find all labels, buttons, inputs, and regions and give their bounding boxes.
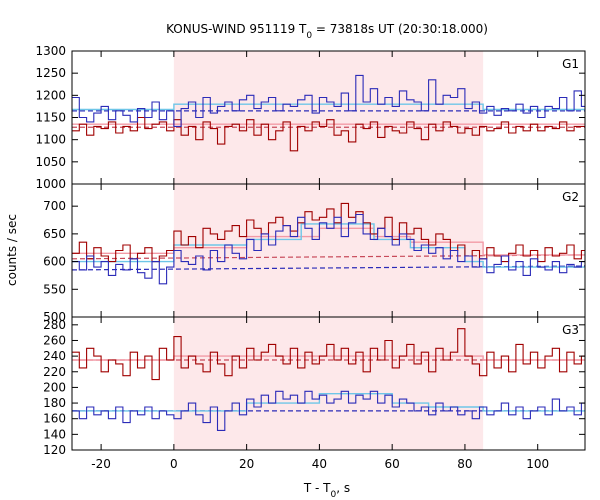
shaded-interval xyxy=(173,51,484,184)
y-tick-label: 700 xyxy=(43,199,66,213)
fit-line-cyan xyxy=(72,103,585,111)
y-tick-label: 220 xyxy=(43,365,66,379)
y-tick-label: 1150 xyxy=(35,111,66,125)
y-tick-label: 180 xyxy=(43,396,66,410)
chart-title-main: KONUS-WIND 951119 T xyxy=(166,22,307,36)
panel-plot-area xyxy=(72,328,585,431)
y-tick-label: 1050 xyxy=(35,155,66,169)
shaded-interval xyxy=(173,184,484,317)
x-tick-label: 20 xyxy=(239,457,254,471)
x-axis-title-sub: 0 xyxy=(331,490,337,500)
chart-title-sub: 0 xyxy=(306,31,312,41)
x-axis-title: T - T0, s xyxy=(303,481,350,500)
panel-plot-area xyxy=(72,202,585,285)
series-red xyxy=(72,328,585,381)
x-tick-label: 60 xyxy=(385,457,400,471)
panel-g2: 500 550 600 650 700 G2 xyxy=(43,183,586,324)
y-tick-label: 600 xyxy=(43,255,66,269)
panel-label: G2 xyxy=(562,190,579,204)
x-axis-title-main: T - T xyxy=(303,481,331,495)
y-tick-label: 650 xyxy=(43,227,66,241)
series-blue xyxy=(72,74,585,127)
y-tick-label: 1200 xyxy=(35,88,66,102)
fit-line-pink xyxy=(72,355,585,361)
panel-frame xyxy=(71,316,586,451)
y-tick-label: 240 xyxy=(43,349,66,363)
panel-label: G1 xyxy=(562,57,579,71)
y-tick-label: 1100 xyxy=(35,133,66,147)
y-tick-label: 120 xyxy=(43,443,66,457)
y-tick-label: 550 xyxy=(43,282,66,296)
y-tick-label: 1250 xyxy=(35,66,66,80)
fit-line-cyan xyxy=(72,223,585,268)
y-tick-label: 200 xyxy=(43,380,66,394)
y-tick-label: 140 xyxy=(43,427,66,441)
y-tick-label: 1300 xyxy=(35,44,66,58)
panel-label: G3 xyxy=(562,323,579,337)
series-blue xyxy=(72,390,585,431)
chart-title: KONUS-WIND 951119 T0 = 73818s UT (20:30:… xyxy=(166,22,488,41)
y-tick-label: 160 xyxy=(43,412,66,426)
y-axis-title: counts / sec xyxy=(5,214,19,286)
series-red xyxy=(72,116,585,152)
series-blue xyxy=(72,213,585,285)
x-tick-label: -20 xyxy=(91,457,111,471)
fit-line-pink xyxy=(72,227,585,256)
panels: 1000105011001150120012501300G15005506006… xyxy=(35,44,586,471)
y-tick-label: 1000 xyxy=(35,177,66,191)
panel-plot-area xyxy=(72,74,585,152)
y-tick-label: 280 xyxy=(43,318,66,332)
panel-g1: 1000 1050 1100 1150 1200 1250 1300 G1 xyxy=(35,44,586,191)
x-axis-title-rest: , s xyxy=(336,481,350,495)
x-tick-label: 100 xyxy=(526,457,549,471)
x-tick-label: 80 xyxy=(457,457,472,471)
x-tick-label: 0 xyxy=(170,457,178,471)
shaded-interval xyxy=(173,317,484,450)
x-tick-label: 40 xyxy=(312,457,327,471)
y-tick-label: 500 xyxy=(43,310,66,324)
y-tick-label: 260 xyxy=(43,333,66,347)
chart-title-rest: = 73818s UT (20:30:18.000) xyxy=(312,22,488,36)
